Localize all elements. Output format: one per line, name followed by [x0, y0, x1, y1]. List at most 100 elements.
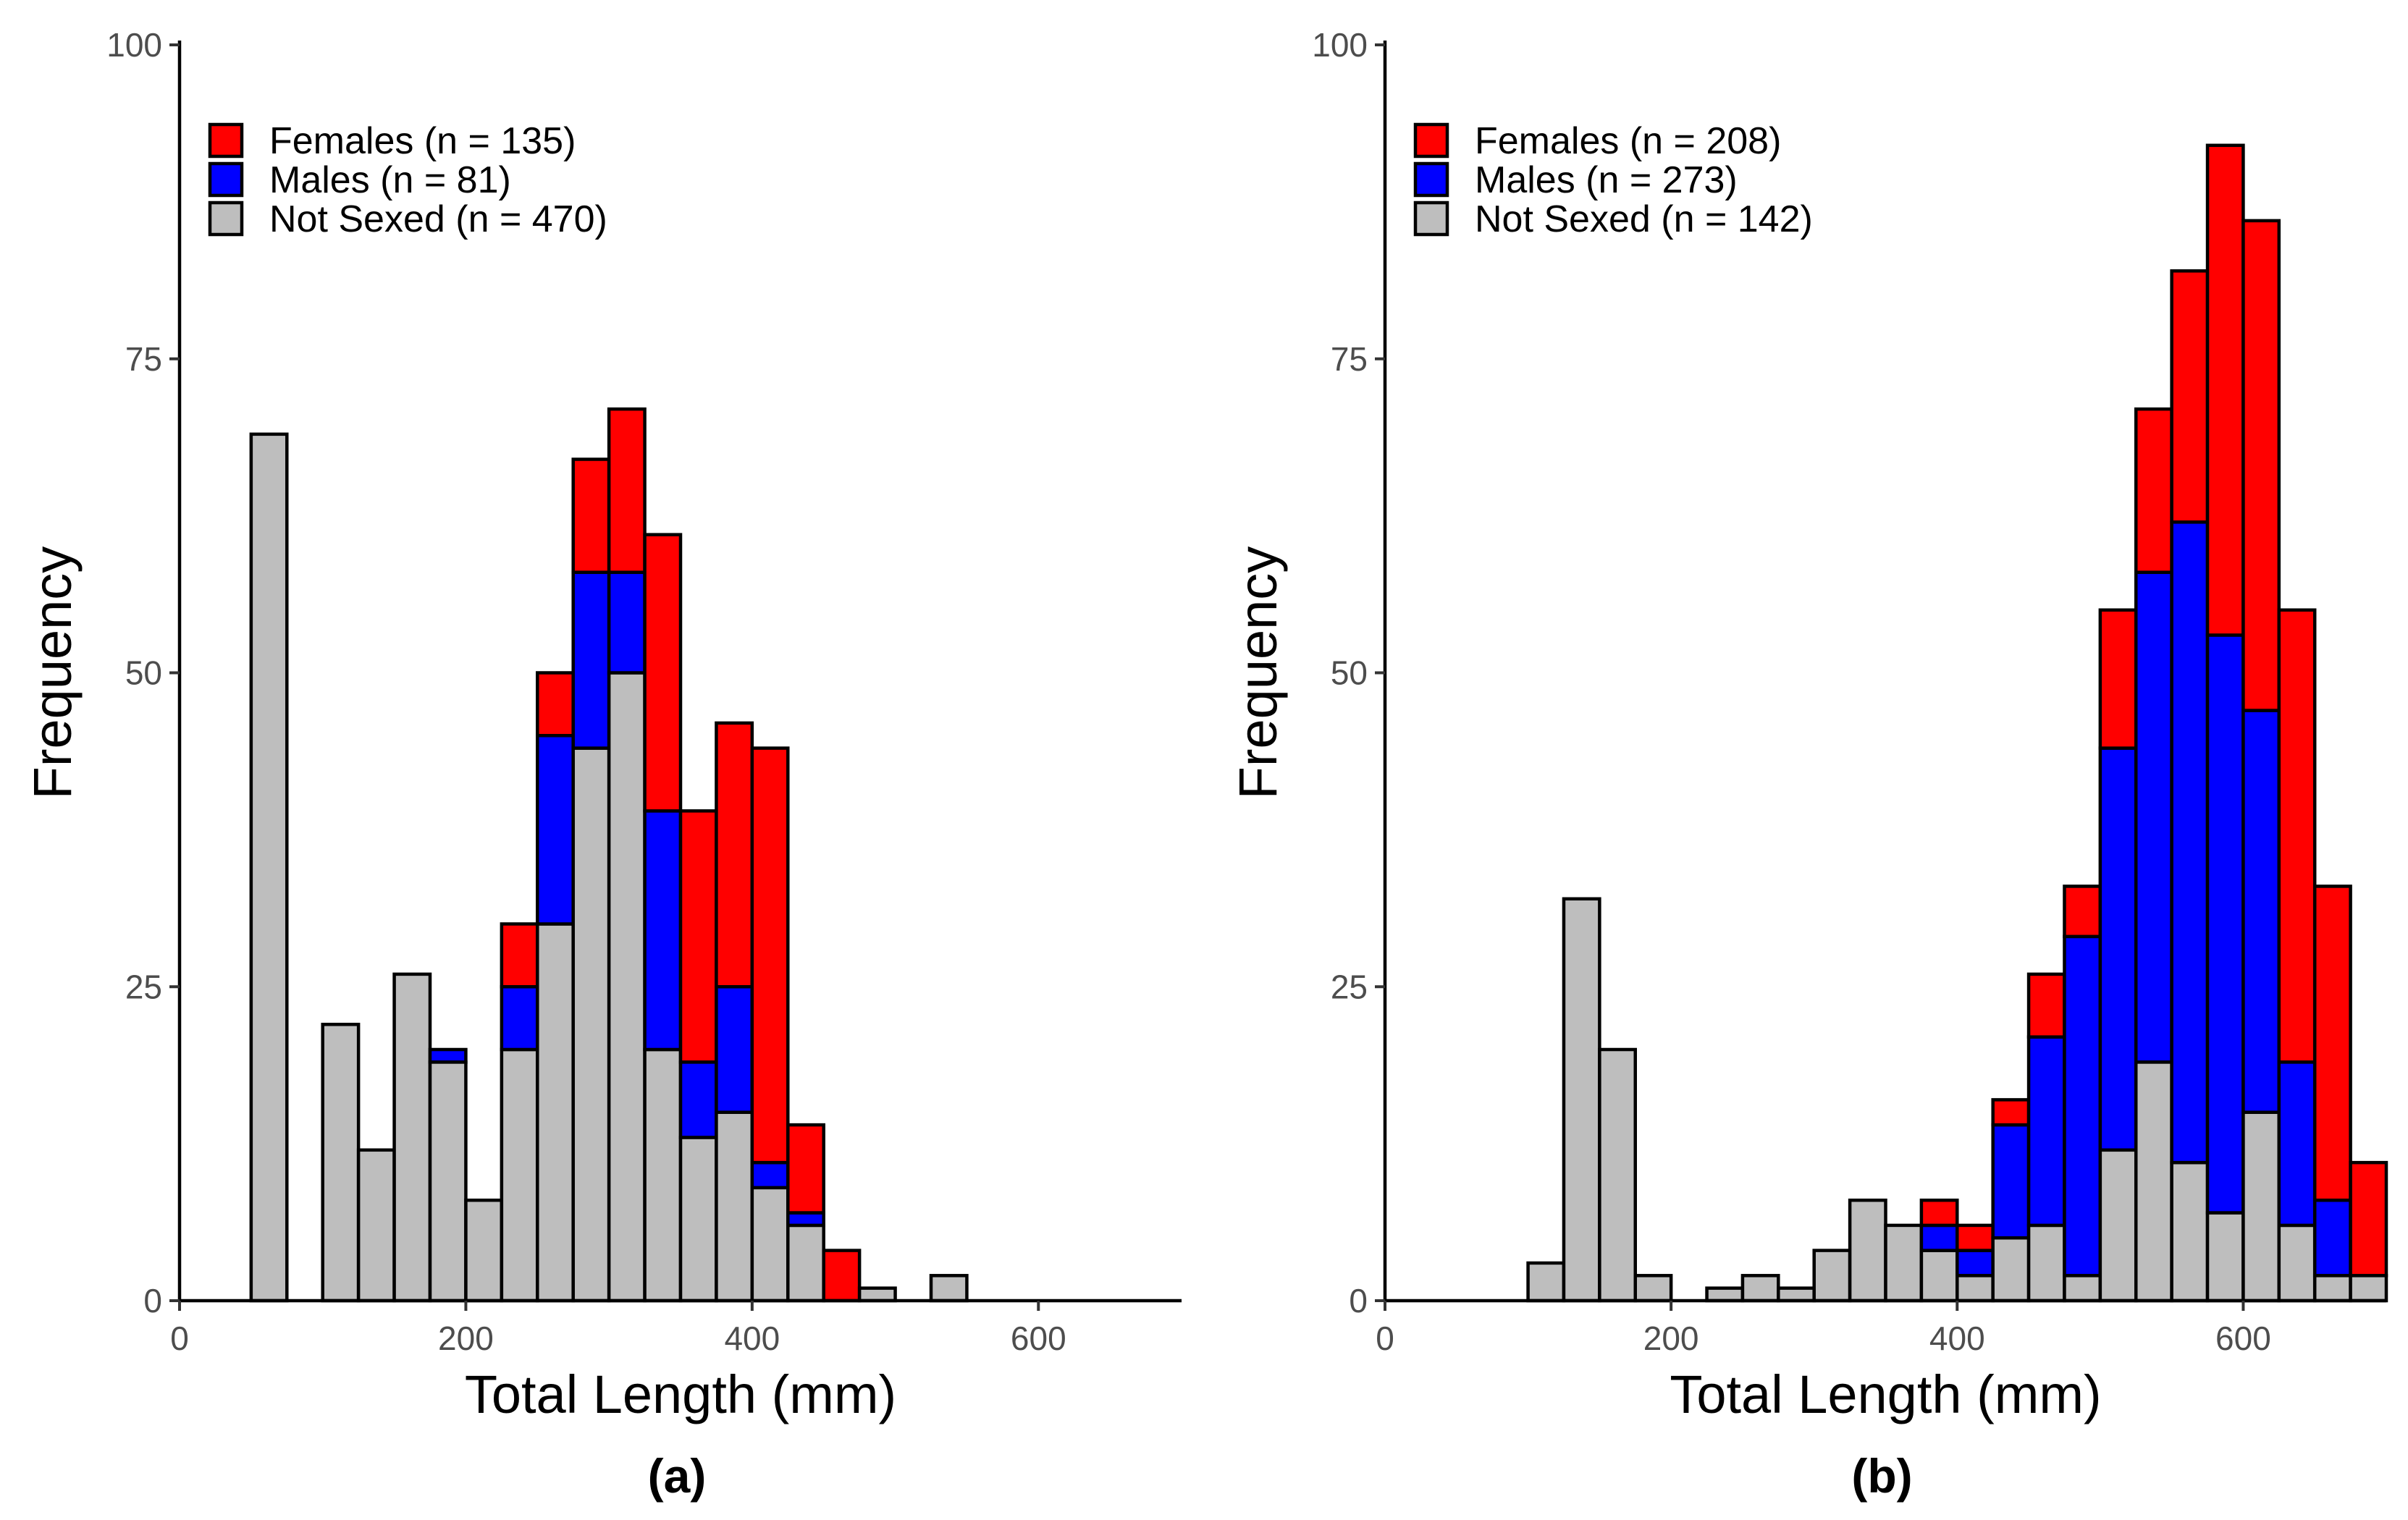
- legend: Females (n = 135)Males (n = 81)Not Sexed…: [208, 120, 607, 240]
- y-tick-label: 75: [1331, 340, 1368, 378]
- y-axis-title: Frequency: [1228, 546, 1288, 800]
- bar-females-575: [2205, 143, 2245, 637]
- bar-females-250: [536, 671, 575, 738]
- bar-females-425: [786, 1123, 825, 1215]
- bar-not-sexed-625: [2277, 1223, 2317, 1303]
- bar-not-sexed-100: [321, 1023, 361, 1303]
- bar-not-sexed-200: [464, 1198, 504, 1303]
- bar-not-sexed-150: [392, 972, 432, 1303]
- legend-label-females: Females (n = 208): [1475, 120, 1781, 162]
- bar-not-sexed-300: [1812, 1249, 1852, 1303]
- bar-not-sexed-100: [1526, 1261, 1566, 1303]
- bar-females-625: [2277, 608, 2317, 1064]
- bar-females-450: [2026, 972, 2066, 1039]
- bar-not-sexed-450: [2026, 1223, 2066, 1303]
- bar-males-475: [2063, 934, 2102, 1278]
- legend-label-males: Males (n = 81): [269, 159, 511, 201]
- bar-not-sexed-550: [2170, 1160, 2210, 1303]
- bar-not-sexed-675: [2349, 1274, 2388, 1303]
- bar-not-sexed-375: [715, 1110, 754, 1303]
- bar-males-300: [607, 570, 647, 675]
- bar-not-sexed-525: [929, 1274, 969, 1303]
- bar-males-450: [2026, 1035, 2066, 1228]
- legend-key-males: [208, 161, 244, 198]
- y-tick-label: 100: [1312, 26, 1368, 64]
- legend-key-males: [1413, 161, 1449, 198]
- bar-not-sexed-250: [536, 922, 575, 1303]
- bar-not-sexed-475: [2063, 1274, 2102, 1303]
- x-tick-label: 400: [724, 1320, 780, 1357]
- bar-males-225: [500, 985, 539, 1052]
- bar-not-sexed-125: [356, 1148, 396, 1303]
- bar-females-350: [678, 809, 718, 1064]
- bar-females-550: [2170, 269, 2210, 524]
- x-tick-label: 400: [1929, 1320, 1985, 1357]
- bar-not-sexed-350: [678, 1136, 718, 1303]
- x-tick-label: 600: [1011, 1320, 1066, 1357]
- legend-key-not-sexed: [1413, 200, 1449, 237]
- bar-males-400: [1956, 1249, 1995, 1278]
- bar-not-sexed-275: [1777, 1286, 1816, 1303]
- bars: [1526, 143, 2388, 1303]
- bar-males-550: [2170, 520, 2210, 1165]
- legend-key-females: [1413, 122, 1449, 159]
- x-axis-title: Total Length (mm): [1670, 1364, 2101, 1424]
- bar-females-375: [1919, 1198, 1959, 1228]
- bar-males-625: [2277, 1060, 2317, 1228]
- bar-not-sexed-575: [2205, 1211, 2245, 1303]
- bar-not-sexed-400: [750, 1186, 790, 1303]
- bar-not-sexed-225: [1705, 1286, 1745, 1303]
- bar-not-sexed-175: [1633, 1274, 1673, 1303]
- bar-females-400: [1956, 1223, 1995, 1252]
- y-tick-label: 0: [143, 1282, 162, 1320]
- bar-females-600: [2241, 219, 2281, 712]
- x-tick-label: 200: [1643, 1320, 1699, 1357]
- legend-label-not-sexed: Not Sexed (n = 470): [269, 198, 607, 240]
- x-tick-label: 200: [438, 1320, 494, 1357]
- legend-key-not-sexed: [208, 200, 244, 237]
- y-tick-label: 50: [125, 654, 162, 692]
- bar-not-sexed-425: [1991, 1236, 2031, 1303]
- legend-label-not-sexed: Not Sexed (n = 142): [1475, 198, 1813, 240]
- x-tick-label: 0: [170, 1320, 189, 1357]
- bar-males-500: [2098, 746, 2138, 1152]
- bar-females-300: [607, 407, 647, 574]
- bar-females-675: [2349, 1160, 2388, 1278]
- panel-b: 0 25 50 75 100 0 200 400 600 Total Length (mm) Fre…: [1228, 26, 2388, 1503]
- x-tick-label: 0: [1376, 1320, 1394, 1357]
- bar-not-sexed-175: [428, 1060, 468, 1303]
- bar-females-525: [2134, 407, 2173, 574]
- y-tick-label: 100: [106, 26, 162, 64]
- panel-a: 0 25 50 75 100 0 200 400 600 Total Length (mm) Fre…: [22, 26, 1182, 1503]
- bar-males-650: [2312, 1198, 2352, 1278]
- bar-not-sexed-125: [1562, 897, 1601, 1303]
- y-tick-label: 25: [1331, 968, 1368, 1005]
- legend-label-females: Females (n = 135): [269, 120, 576, 162]
- bar-males-375: [1919, 1223, 1959, 1252]
- legend-label-males: Males (n = 273): [1475, 159, 1738, 201]
- bar-females-225: [500, 922, 539, 989]
- bar-not-sexed-400: [1956, 1274, 1995, 1303]
- bar-not-sexed-475: [857, 1286, 897, 1303]
- bar-not-sexed-225: [500, 1047, 539, 1303]
- bar-females-475: [2063, 884, 2102, 939]
- bar-not-sexed-500: [2098, 1148, 2138, 1303]
- y-tick-label: 25: [125, 968, 162, 1005]
- bar-not-sexed-300: [607, 671, 647, 1303]
- bar-not-sexed-50: [249, 432, 289, 1303]
- bar-males-175: [428, 1047, 468, 1064]
- bar-not-sexed-650: [2312, 1274, 2352, 1303]
- bars: [249, 407, 969, 1303]
- panel-label: (b): [1851, 1449, 1912, 1503]
- bar-males-325: [643, 809, 683, 1052]
- bar-males-575: [2205, 633, 2245, 1215]
- bar-females-325: [643, 533, 683, 813]
- bar-not-sexed-425: [786, 1223, 825, 1303]
- legend-key-females: [208, 122, 244, 159]
- bar-males-375: [715, 985, 754, 1114]
- bar-males-275: [571, 570, 611, 750]
- bar-females-500: [2098, 608, 2138, 750]
- bar-not-sexed-525: [2134, 1060, 2173, 1303]
- bar-not-sexed-350: [1884, 1223, 1924, 1303]
